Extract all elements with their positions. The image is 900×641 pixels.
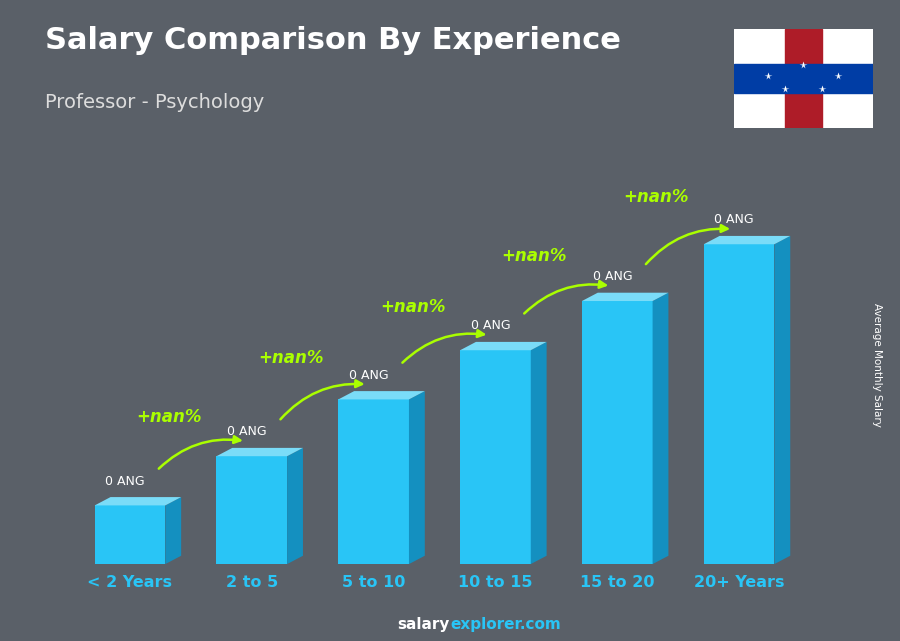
Polygon shape	[94, 497, 181, 505]
Text: +nan%: +nan%	[624, 188, 689, 206]
Text: 0 ANG: 0 ANG	[105, 474, 145, 488]
Text: +nan%: +nan%	[380, 298, 446, 316]
Polygon shape	[774, 236, 790, 564]
FancyBboxPatch shape	[460, 350, 531, 564]
Polygon shape	[338, 391, 425, 399]
Text: 0 ANG: 0 ANG	[227, 426, 266, 438]
Polygon shape	[531, 342, 546, 564]
Text: explorer.com: explorer.com	[450, 617, 561, 633]
Text: 0 ANG: 0 ANG	[471, 319, 510, 333]
Text: Salary Comparison By Experience: Salary Comparison By Experience	[45, 26, 621, 54]
FancyBboxPatch shape	[704, 244, 774, 564]
Text: Average Monthly Salary: Average Monthly Salary	[872, 303, 883, 428]
Polygon shape	[287, 448, 303, 564]
Text: +nan%: +nan%	[501, 247, 567, 265]
Polygon shape	[409, 391, 425, 564]
Polygon shape	[217, 448, 303, 456]
Bar	[734, 63, 873, 94]
FancyBboxPatch shape	[338, 399, 409, 564]
Text: 0 ANG: 0 ANG	[592, 271, 632, 283]
Polygon shape	[704, 236, 790, 244]
Text: Professor - Psychology: Professor - Psychology	[45, 93, 265, 112]
Text: +nan%: +nan%	[136, 408, 202, 426]
Text: +nan%: +nan%	[258, 349, 323, 367]
Text: 0 ANG: 0 ANG	[349, 369, 389, 381]
Bar	[785, 29, 822, 128]
Text: salary: salary	[398, 617, 450, 633]
Polygon shape	[166, 497, 181, 564]
FancyBboxPatch shape	[582, 301, 652, 564]
Polygon shape	[460, 342, 546, 350]
FancyBboxPatch shape	[94, 505, 166, 564]
FancyBboxPatch shape	[217, 456, 287, 564]
Text: 0 ANG: 0 ANG	[715, 213, 754, 226]
Polygon shape	[652, 293, 669, 564]
Polygon shape	[582, 293, 669, 301]
